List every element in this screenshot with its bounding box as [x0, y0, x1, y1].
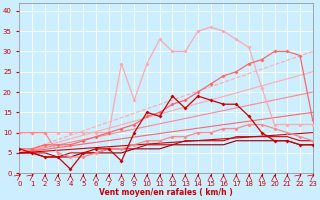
X-axis label: Vent moyen/en rafales ( km/h ): Vent moyen/en rafales ( km/h ) [99, 188, 233, 197]
